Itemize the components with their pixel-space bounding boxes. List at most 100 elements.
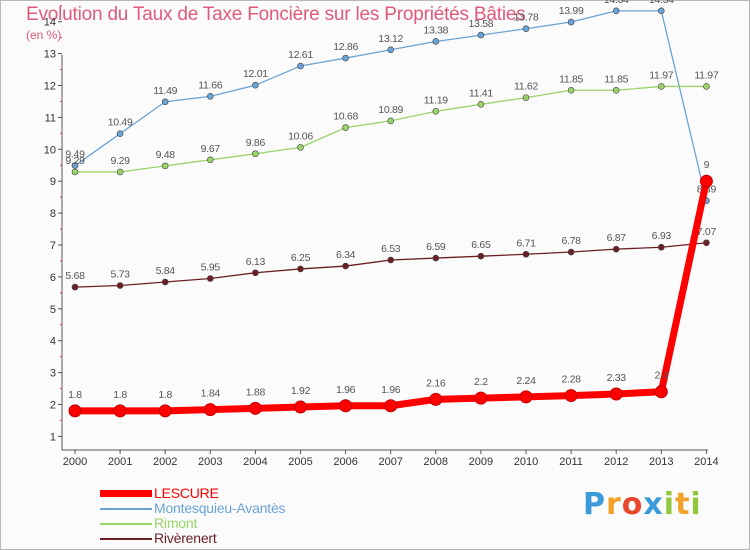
data-label: 13.99 bbox=[559, 5, 584, 17]
y-tick-label: 14 bbox=[44, 17, 56, 29]
data-label: 9.29 bbox=[110, 155, 130, 167]
data-point bbox=[207, 93, 214, 100]
data-label: 12.61 bbox=[288, 49, 313, 61]
data-label: 1.96 bbox=[381, 384, 401, 396]
data-label: 1.8 bbox=[158, 389, 172, 401]
data-label: 11.85 bbox=[604, 73, 628, 85]
data-label: 1.96 bbox=[336, 384, 356, 396]
data-label: 11.49 bbox=[153, 85, 177, 97]
series-rimont: 9.29 9.29 9.48 9.67 9.86 10.06 10.68 10.89 11.19… bbox=[65, 69, 719, 176]
x-tick-label: 2010 bbox=[514, 456, 538, 468]
data-label: 14.34 bbox=[604, 0, 629, 6]
data-label: 6.65 bbox=[471, 239, 491, 251]
data-point bbox=[387, 46, 395, 54]
proxiti-logo: Proxiti bbox=[583, 487, 702, 522]
data-label: 6.34 bbox=[336, 249, 356, 261]
data-point bbox=[657, 83, 665, 90]
y-tick-label: 5 bbox=[50, 304, 56, 316]
data-label: 5.73 bbox=[110, 269, 130, 281]
data-label: 11.85 bbox=[559, 73, 583, 85]
legend-label: Montesquieu-Avantès bbox=[154, 500, 286, 516]
data-point bbox=[297, 144, 304, 151]
data-point bbox=[387, 256, 395, 264]
x-tick-label: 2012 bbox=[604, 456, 628, 468]
data-label: 2.33 bbox=[607, 372, 627, 384]
x-tick-label: 2003 bbox=[198, 456, 222, 468]
data-point bbox=[612, 7, 620, 15]
chart-subtitle: (en %) bbox=[26, 28, 62, 42]
data-label: 12.86 bbox=[333, 41, 358, 53]
data-point bbox=[116, 130, 124, 137]
y-tick-label: 7 bbox=[50, 240, 56, 252]
x-tick-label: 2005 bbox=[288, 456, 312, 468]
data-point bbox=[609, 387, 623, 401]
data-point bbox=[113, 404, 127, 418]
logo-letter: t bbox=[675, 487, 691, 522]
data-label: 11.62 bbox=[514, 81, 538, 93]
data-label: 7.07 bbox=[697, 226, 717, 238]
data-point bbox=[294, 400, 307, 414]
y-tick-label: 2 bbox=[50, 400, 56, 412]
legend-swatch bbox=[100, 538, 152, 540]
data-label: 6.71 bbox=[516, 237, 536, 249]
legend-label: Rivèrenert bbox=[154, 530, 217, 546]
data-label: 2.4 bbox=[654, 370, 668, 382]
data-point bbox=[567, 248, 575, 256]
data-label: 6.53 bbox=[381, 243, 401, 255]
data-label: 13.78 bbox=[514, 12, 539, 24]
data-label: 11.66 bbox=[198, 79, 222, 91]
series-riv-renert: 5.68 5.73 5.84 5.95 6.13 6.25 6.34 6.53 6.59 6.65… bbox=[65, 226, 717, 291]
series-montesquieu-avant-s: 9.49 10.49 11.49 11.66 12.01 12.61 12.86 13.12 1… bbox=[65, 0, 717, 204]
x-tick-label: 2009 bbox=[469, 456, 493, 468]
data-point bbox=[161, 162, 169, 170]
data-point bbox=[477, 31, 485, 39]
x-tick-label: 2002 bbox=[153, 456, 177, 468]
data-label: 1.92 bbox=[291, 385, 311, 397]
y-tick-label: 1 bbox=[50, 431, 56, 443]
y-tick-label: 10 bbox=[44, 144, 56, 156]
data-point bbox=[342, 54, 349, 62]
data-label: 2.2 bbox=[474, 376, 488, 388]
x-tick-label: 2001 bbox=[108, 456, 132, 468]
data-point bbox=[474, 391, 488, 405]
data-point bbox=[161, 278, 169, 286]
data-point bbox=[252, 269, 259, 277]
data-point bbox=[612, 86, 620, 94]
data-label: 10.89 bbox=[378, 104, 403, 116]
data-point bbox=[432, 254, 440, 262]
data-label: 1.84 bbox=[201, 388, 221, 400]
data-point bbox=[297, 62, 304, 70]
data-point bbox=[429, 392, 443, 406]
logo-letter: P bbox=[583, 487, 606, 522]
data-label: 6.93 bbox=[652, 230, 672, 242]
data-point bbox=[203, 403, 217, 417]
y-tick-label: 4 bbox=[50, 336, 56, 348]
data-label: 11.19 bbox=[424, 94, 448, 106]
data-point bbox=[342, 262, 349, 270]
data-point bbox=[703, 239, 710, 247]
x-tick-label: 2007 bbox=[378, 456, 402, 468]
data-point bbox=[522, 250, 530, 258]
y-tick-label: 8 bbox=[50, 208, 56, 220]
data-label: 11.41 bbox=[469, 87, 493, 99]
legend-swatch bbox=[100, 523, 152, 525]
data-point bbox=[116, 282, 124, 289]
data-point bbox=[654, 385, 668, 399]
data-point bbox=[384, 399, 398, 413]
data-point bbox=[71, 168, 79, 176]
y-tick-label: 3 bbox=[50, 368, 56, 380]
series-lescure: 1.8 1.8 1.8 1.84 1.88 1.92 1.96 1.96 2.16 2.2 2.24… bbox=[68, 159, 713, 418]
y-tick-label: 9 bbox=[50, 176, 56, 188]
legend-swatch bbox=[100, 490, 152, 497]
data-point bbox=[252, 150, 259, 158]
data-point bbox=[657, 243, 665, 251]
legend-swatch bbox=[100, 508, 152, 510]
data-label: 6.59 bbox=[426, 241, 446, 253]
logo-letter: r bbox=[606, 487, 622, 522]
data-point bbox=[432, 108, 440, 115]
data-label: 12.01 bbox=[243, 68, 268, 80]
data-label: 2.28 bbox=[561, 374, 581, 386]
logo-letter: i bbox=[663, 487, 676, 522]
data-label: 9.29 bbox=[65, 155, 85, 167]
y-tick-label: 6 bbox=[50, 272, 56, 284]
